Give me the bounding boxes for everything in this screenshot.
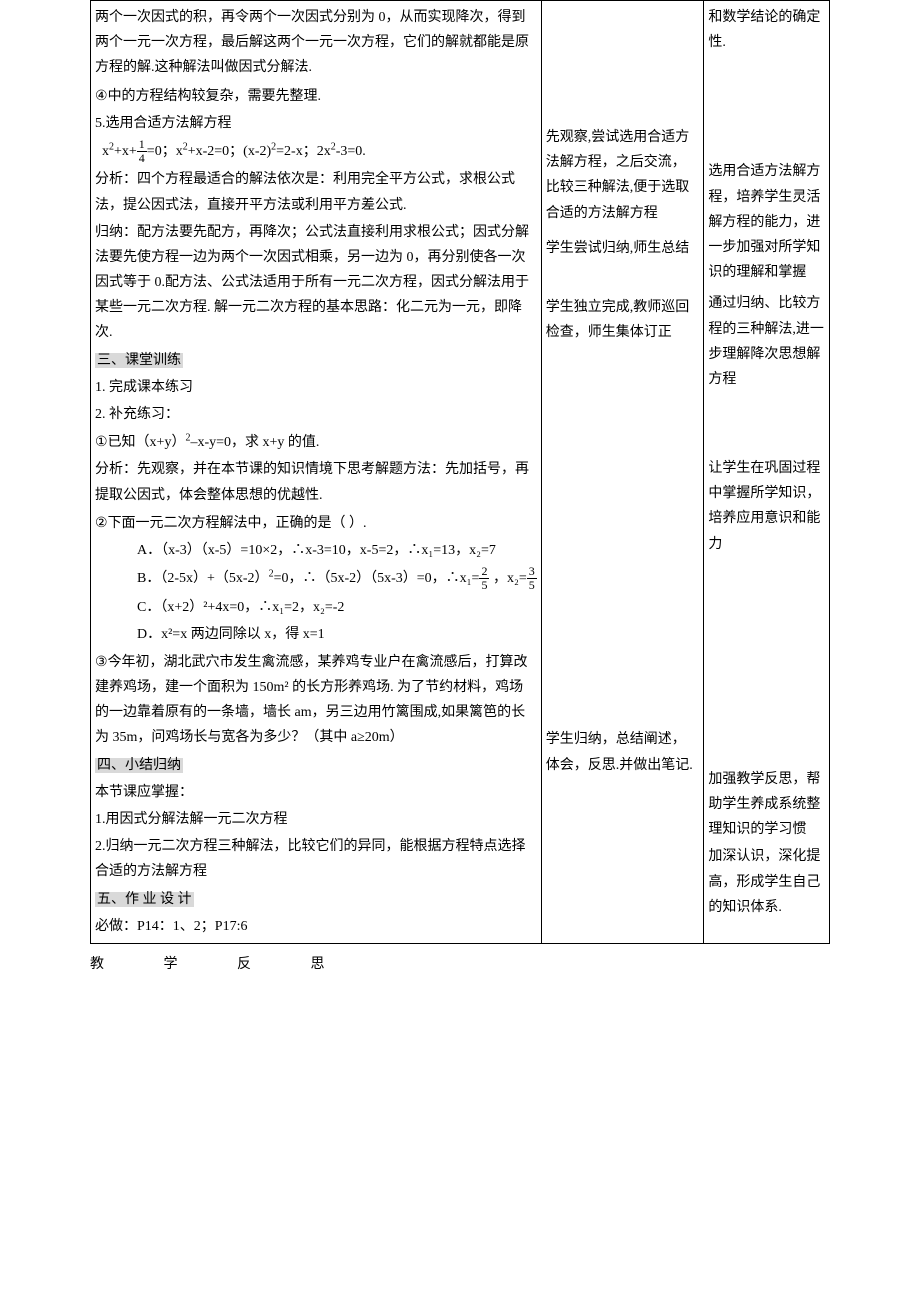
paragraph: 让学生在巩固过程中掌握所学知识，培养应用意识和能力 bbox=[708, 456, 825, 557]
activity-cell: 先观察,尝试选用合适方法解方程，之后交流，比较三种解法,便于选取合适的方法解方程… bbox=[541, 1, 704, 944]
paragraph: 通过归纳、比较方程的三种解法,进一步理解降次思想解方程 bbox=[708, 291, 825, 392]
paragraph: 学生归纳，总结阐述，体会，反思.并做出笔记. bbox=[546, 727, 700, 777]
text: x bbox=[102, 144, 109, 159]
fraction: 35 bbox=[527, 565, 537, 592]
text: 今年初，湖北武穴市发生禽流感，某养鸡专业户在禽流感后，打算改建养鸡场，建一个面积… bbox=[95, 655, 528, 746]
section-heading: 五、作 业 设 计 bbox=[95, 887, 537, 912]
option-d: D．x²=x 两边同除以 x，得 x=1 bbox=[95, 622, 537, 647]
option-b: B．（2-5x）+（5x-2） 2=0，∴（5x-2）（5x-3）=0，∴x₁=2… bbox=[95, 565, 537, 592]
notes-cell: 和数学结论的确定性. 选用合适方法解方程，培养学生灵活解方程的能力，进一步加强对… bbox=[704, 1, 830, 944]
option-a: A．（x-3）（x-5）=10×2，∴x-3=10，x-5=2，∴x₁=13，x… bbox=[95, 538, 537, 563]
paragraph: 本节课应掌握： bbox=[95, 780, 537, 805]
spacer bbox=[546, 3, 700, 123]
text: +x+ bbox=[114, 144, 137, 159]
section-label: 三、课堂训练 bbox=[95, 353, 183, 368]
text: 中的方程结构较复杂，需要先整理. bbox=[108, 89, 322, 104]
numerator: 1 bbox=[137, 138, 147, 152]
spacer bbox=[708, 559, 825, 765]
paragraph: 归纳：配方法要先配方，再降次；公式法直接利用求根公式；因式分解法要先使方程一边为… bbox=[95, 220, 537, 346]
spacer bbox=[708, 57, 825, 157]
text: 已知（x+y） bbox=[108, 435, 186, 450]
text: =0，∴（5x-2）（5x-3）=0，∴x₁= bbox=[274, 571, 480, 586]
paragraph: 2.归纳一元二次方程三种解法，比较它们的异同，能根据方程特点选择合适的方法解方程 bbox=[95, 834, 537, 884]
paragraph: 选用合适方法解方程，培养学生灵活解方程的能力，进一步加强对所学知识的理解和掌握 bbox=[708, 159, 825, 285]
paragraph: 分析：先观察，并在本节课的知识情境下思考解题方法：先加括号，再提取公因式，体会整… bbox=[95, 457, 537, 507]
paragraph: 分析：四个方程最适合的解法依次是：利用完全平方公式，求根公式法，提公因式法，直接… bbox=[95, 167, 537, 217]
circle-number: ③ bbox=[95, 653, 108, 669]
paragraph: ②下面一元二次方程解法中，正确的是（ ）. bbox=[95, 510, 537, 536]
paragraph: 5.选用合适方法解方程 bbox=[95, 111, 537, 136]
denominator: 5 bbox=[479, 579, 489, 592]
spacer bbox=[708, 394, 825, 454]
text: -3=0. bbox=[336, 144, 366, 159]
circle-number: ① bbox=[95, 433, 108, 449]
paragraph: 和数学结论的确定性. bbox=[708, 5, 825, 55]
main-content-cell: 两个一次因式的积，再令两个一次因式分别为 0，从而实现降次，得到两个一元一次方程… bbox=[91, 1, 542, 944]
text: =0；x bbox=[147, 144, 183, 159]
denominator: 5 bbox=[527, 579, 537, 592]
fraction: 14 bbox=[137, 138, 147, 165]
document-page: 两个一次因式的积，再令两个一次因式分别为 0，从而实现降次，得到两个一元一次方程… bbox=[0, 0, 920, 983]
paragraph: 学生独立完成,教师巡回检查，师生集体订正 bbox=[546, 295, 700, 345]
spacer bbox=[546, 263, 700, 293]
paragraph: ①已知（x+y）2–x-y=0，求 x+y 的值. bbox=[95, 429, 537, 455]
text: –x-y=0，求 x+y 的值. bbox=[190, 435, 319, 450]
paragraph: 加深认识，深化提高，形成学生自己的知识体系. bbox=[708, 844, 825, 920]
section-label: 五、作 业 设 计 bbox=[95, 892, 194, 907]
numerator: 3 bbox=[527, 565, 537, 579]
paragraph: 加强教学反思，帮助学生养成系统整理知识的学习惯 bbox=[708, 767, 825, 843]
content-table: 两个一次因式的积，再令两个一次因式分别为 0，从而实现降次，得到两个一元一次方程… bbox=[90, 0, 830, 944]
table-row: 两个一次因式的积，再令两个一次因式分别为 0，从而实现降次，得到两个一元一次方程… bbox=[91, 1, 830, 944]
text: ，x₂= bbox=[489, 571, 526, 586]
footer-heading: 教 学 反 思 bbox=[90, 946, 830, 983]
spacer bbox=[546, 347, 700, 725]
section-heading: 四、小结归纳 bbox=[95, 753, 537, 778]
text: 下面一元二次方程解法中，正确的是（ ）. bbox=[108, 516, 367, 531]
equation-line: x2+x+14=0；x2+x-2=0；(x-2)2=2-x；2x2-3=0. bbox=[95, 138, 537, 165]
option-c: C．（x+2）²+4x=0，∴x₁=2，x₂=-2 bbox=[95, 595, 537, 620]
text: B．（2-5x）+（5x-2） bbox=[137, 571, 269, 586]
paragraph: 两个一次因式的积，再令两个一次因式分别为 0，从而实现降次，得到两个一元一次方程… bbox=[95, 5, 537, 81]
paragraph: ③今年初，湖北武穴市发生禽流感，某养鸡专业户在禽流感后，打算改建养鸡场，建一个面… bbox=[95, 649, 537, 751]
paragraph: ④中的方程结构较复杂，需要先整理. bbox=[95, 83, 537, 109]
paragraph: 2. 补充练习： bbox=[95, 402, 537, 427]
numerator: 2 bbox=[479, 565, 489, 579]
spacer bbox=[546, 228, 700, 234]
text: +x-2=0；(x-2) bbox=[188, 144, 271, 159]
fraction: 25 bbox=[479, 565, 489, 592]
text: =2-x；2x bbox=[276, 144, 331, 159]
section-label: 四、小结归纳 bbox=[95, 758, 183, 773]
circle-number: ② bbox=[95, 514, 108, 530]
paragraph: 先观察,尝试选用合适方法解方程，之后交流，比较三种解法,便于选取合适的方法解方程 bbox=[546, 125, 700, 226]
paragraph: 必做：P14：1、2；P17:6 bbox=[95, 914, 537, 939]
section-heading: 三、课堂训练 bbox=[95, 348, 537, 373]
paragraph: 1.用因式分解法解一元二次方程 bbox=[95, 807, 537, 832]
paragraph: 1. 完成课本练习 bbox=[95, 375, 537, 400]
paragraph: 学生尝试归纳,师生总结 bbox=[546, 236, 700, 261]
circle-number: ④ bbox=[95, 87, 108, 103]
denominator: 4 bbox=[137, 152, 147, 165]
spacer bbox=[708, 287, 825, 289]
